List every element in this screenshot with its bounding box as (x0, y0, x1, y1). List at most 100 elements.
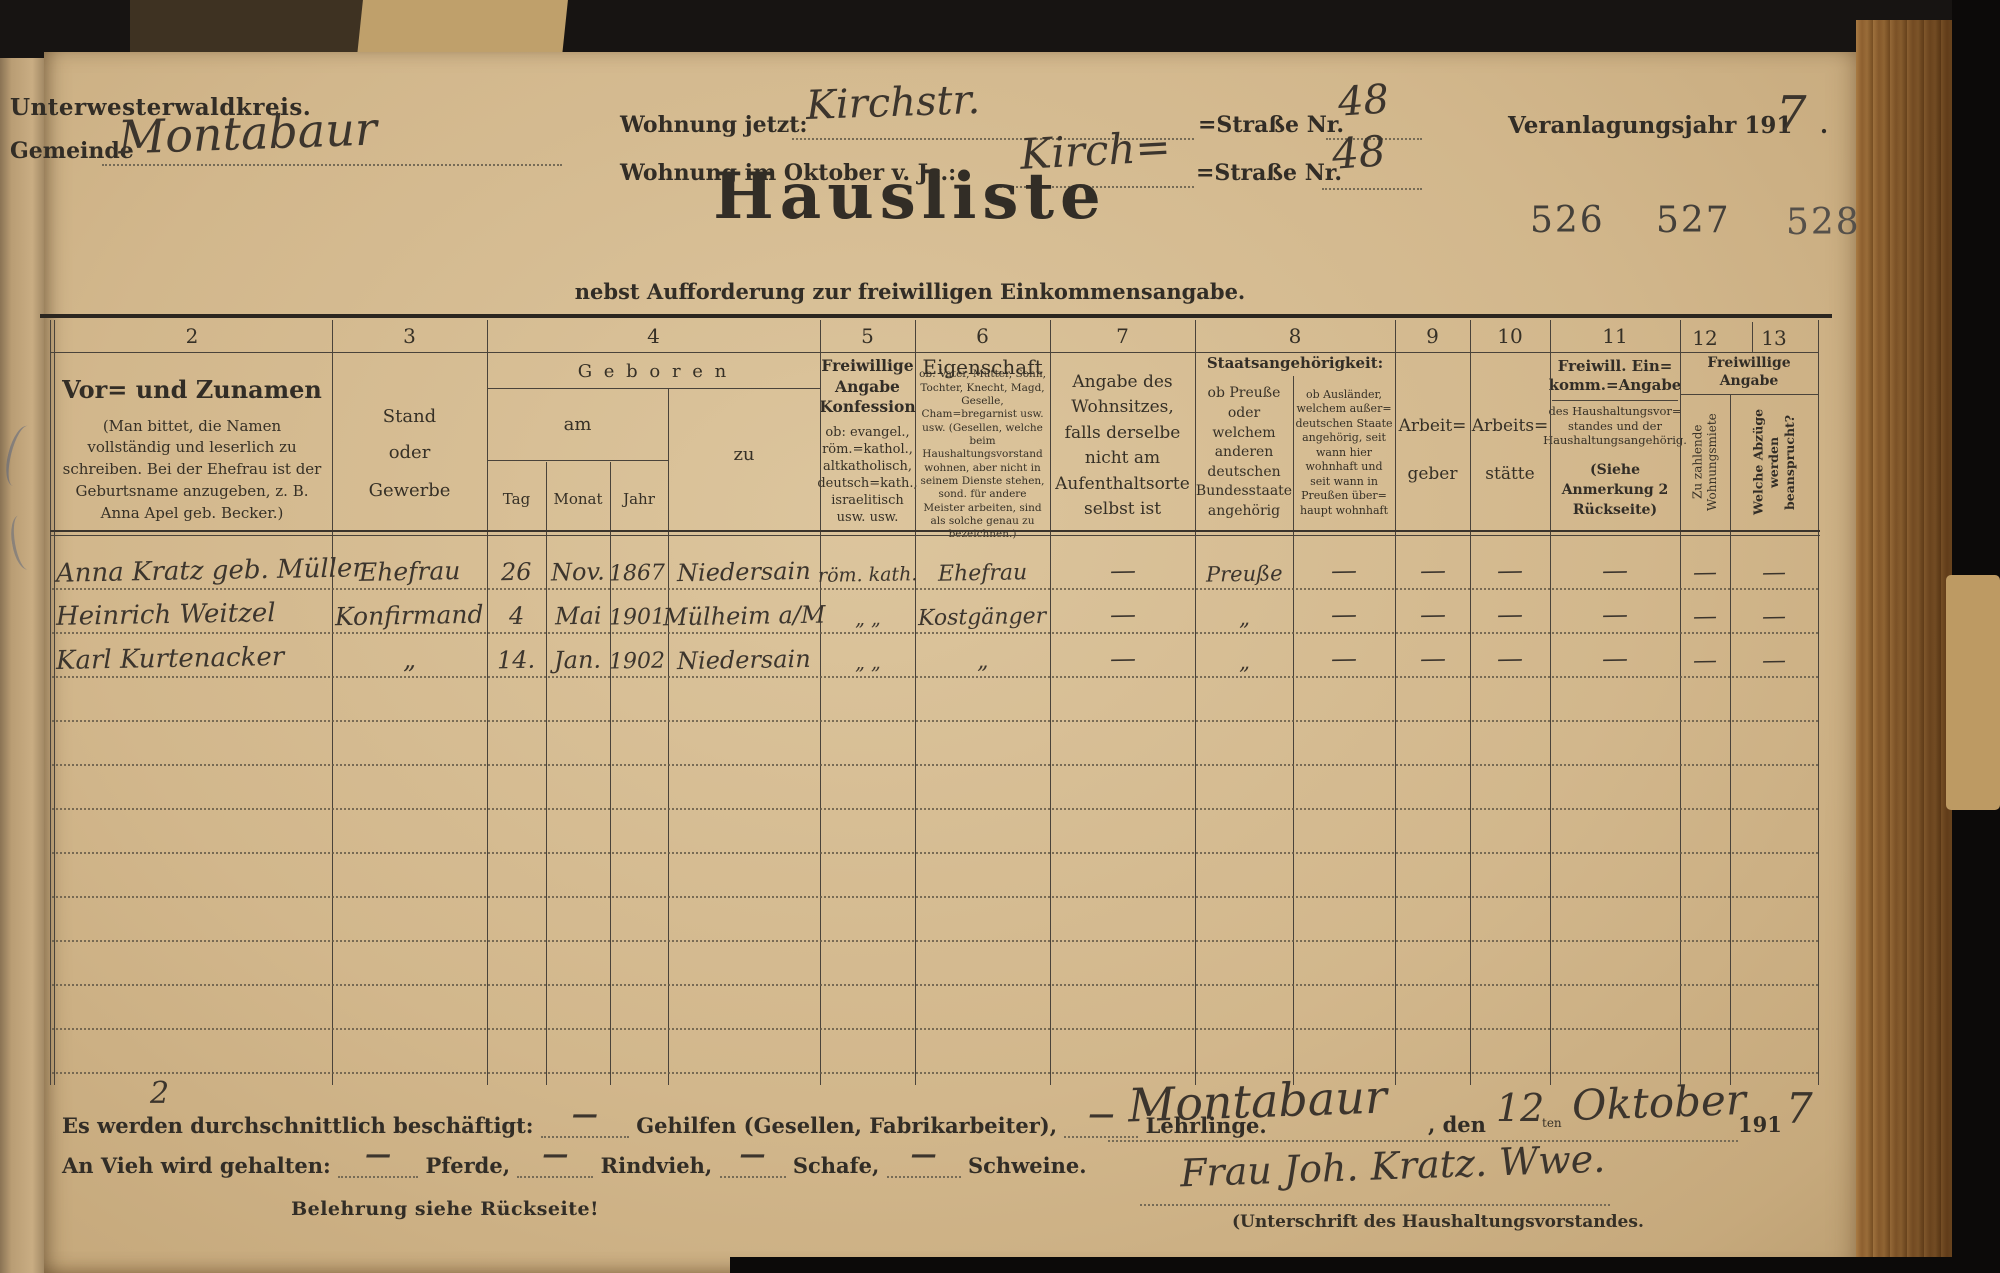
table-dotted-row-line (52, 1028, 1818, 1030)
handwritten-dash: — (571, 1100, 598, 1130)
table-row-cell-arbeitgeber: — (1395, 534, 1470, 588)
col9-header-line2: geber (1407, 464, 1458, 484)
table-row-cell-eigenschaft: Ehefrau (915, 534, 1050, 588)
col3-header-line3: Gewerbe (368, 479, 451, 501)
table-row-cell-monat: Mai (546, 586, 610, 632)
table-row-cell-monat: Nov. (546, 534, 610, 588)
col8-header-title: Staatsangehörigkeit: (1206, 354, 1384, 372)
employment-count-blank: — (540, 1100, 629, 1138)
handwritten-konfession: „ „ (854, 607, 881, 631)
table-row-cell-einkommen: — (1550, 630, 1680, 676)
table-row-cell-einkommen: — (1550, 586, 1680, 632)
wohnung-jetzt-dotted-line (792, 108, 1194, 140)
table-row-cell-stand: Konfirmand (332, 586, 487, 632)
column-number: 11 (1602, 324, 1628, 348)
handwritten-zu: Mülheim a/M (662, 600, 826, 632)
col2-header-note: (Man bittet, die Namen vollständig und l… (62, 416, 322, 522)
table-row-cell-stand: Ehefrau (332, 534, 487, 588)
veranlagungsjahr-label: Veranlagungsjahr 191 (1508, 112, 1793, 139)
col11-header-note: des Haushaltungsvor= standes und der Hau… (1543, 404, 1687, 448)
handwritten-jahr: 1901 (608, 604, 666, 631)
table-vertical-line (1752, 322, 1753, 352)
handwritten-monat: Mai (554, 601, 602, 631)
col12-13-shared-header: Freiwillige Angabe (1707, 354, 1791, 389)
table-row-cell-abzuege: — (1730, 586, 1818, 632)
table-horizontal-line (1680, 394, 1818, 395)
handwritten-eigenschaft: „ (976, 648, 989, 675)
table-row-cell-staat_ausland: — (1293, 630, 1395, 676)
handwritten-staat_preusse: „ (1238, 649, 1250, 675)
handwritten-stand: Ehefrau (358, 556, 461, 587)
footer-livestock-line: An Vieh wird gehalten: — Pferde, — Rindv… (62, 1140, 1087, 1178)
handwritten-einkommen: — (1601, 643, 1629, 675)
handwritten-stand: Konfirmand (335, 599, 484, 632)
table-row-cell-staat_preusse: Preuße (1195, 534, 1293, 588)
handwritten-wohnsitz: — (1109, 555, 1136, 587)
table-vertical-line (1395, 320, 1396, 1085)
date-month-handwritten: Oktober (1571, 1074, 1747, 1131)
col8-left-subheader: ob Preuße oder welchem anderen deutschen… (1195, 385, 1293, 519)
table-dotted-row-line (52, 940, 1818, 942)
book-top-cover-edge (130, 0, 380, 52)
date-den-label: , den (1428, 1112, 1486, 1137)
handwritten-name: Karl Kurtenacker (55, 642, 285, 676)
date-year-handwritten: 7 (1786, 1084, 1813, 1133)
table-row-cell-tag: 14. (487, 630, 546, 676)
table-vertical-line (487, 320, 488, 1085)
top-tape-patch (357, 0, 568, 56)
handwritten-tag: 26 (500, 557, 533, 587)
table-row-cell-arbeitgeber: — (1395, 630, 1470, 676)
handwritten-arbeitsstaette: — (1496, 555, 1524, 587)
handwritten-abzuege: — (1761, 557, 1787, 587)
signature-line-dotted (1140, 1172, 1610, 1206)
livestock-item: Pferde, (425, 1153, 511, 1178)
table-dotted-row-line (52, 896, 1818, 898)
handwritten-staat_ausland: — (1330, 555, 1358, 587)
table-row-cell-wohnsitz: — (1050, 534, 1195, 588)
table-row-cell-arbeitsstaette: — (1470, 630, 1550, 676)
table-vertical-line (546, 462, 547, 1085)
gemeinde-dotted-line (102, 132, 562, 166)
table-row-cell-name: Anna Kratz geb. Müller (56, 534, 365, 588)
handwritten-wohnsitz: — (1109, 643, 1136, 675)
table-row-cell-miete: — (1680, 630, 1730, 676)
column-number: 3 (403, 324, 416, 348)
handwritten-staat_preusse: Preuße (1205, 561, 1283, 587)
table-row-cell-zu: Mülheim a/M (663, 586, 826, 632)
belehrung-notice: Belehrung siehe Rückseite! (291, 1198, 599, 1220)
table-row-cell-eigenschaft: „ (915, 630, 1050, 676)
table-vertical-line (1550, 320, 1551, 1085)
col13-rotated-header: Welche Abzüge werden beansprucht? (1750, 408, 1797, 516)
handwritten-miete: — (1692, 601, 1718, 631)
table-row-cell-staat_ausland: — (1293, 534, 1395, 588)
handwritten-konfession: röm. kath. (817, 563, 918, 587)
col4-am-label: am (563, 413, 592, 435)
handwritten-miete: — (1692, 645, 1718, 675)
table-row-cell-jahr: 1902 (606, 630, 668, 676)
col7-header-text: Angabe des Wohnsitzes, falls derselbe ni… (1055, 371, 1190, 520)
footer-employment-end: Lehrlinge. (1145, 1113, 1267, 1138)
table-dotted-row-line (52, 1072, 1818, 1074)
table-horizontal-line (1552, 400, 1678, 401)
wohnung-oktober-dotted-line (996, 156, 1194, 188)
table-vertical-line (1470, 320, 1471, 1085)
sheep-count-blank: — (719, 1140, 786, 1178)
strasse-nr-handwritten-1: 48 (1336, 76, 1391, 126)
table-vertical-line (915, 320, 916, 1085)
signature-caption: (Unterschrift des Haushaltungsvorstandes… (1232, 1212, 1644, 1232)
table-row-cell-stand: „ (332, 630, 487, 676)
table-row-cell-monat: Jan. (546, 630, 610, 676)
col6-header-note: ob: Vater, Mutter, Sohn, Tochter, Knecht… (919, 368, 1046, 540)
table-row-cell-zu: Niedersain (668, 534, 820, 588)
handwritten-wohnsitz: — (1109, 599, 1136, 631)
table-dotted-row-line (52, 676, 1818, 678)
col4-monat-label: Monat (553, 490, 603, 508)
strasse-nr-label-2: =Straße Nr. (1196, 160, 1343, 186)
handwritten-dash: — (1088, 1100, 1115, 1130)
col4-header-title: G e b o r e n (577, 360, 730, 382)
livestock-item: Schweine. (967, 1153, 1087, 1178)
pigs-count-blank: — (886, 1140, 961, 1178)
signature-place: Montabaur (1127, 1069, 1388, 1133)
col5-header-title: Freiwillige Angabe Konfession (819, 355, 916, 417)
